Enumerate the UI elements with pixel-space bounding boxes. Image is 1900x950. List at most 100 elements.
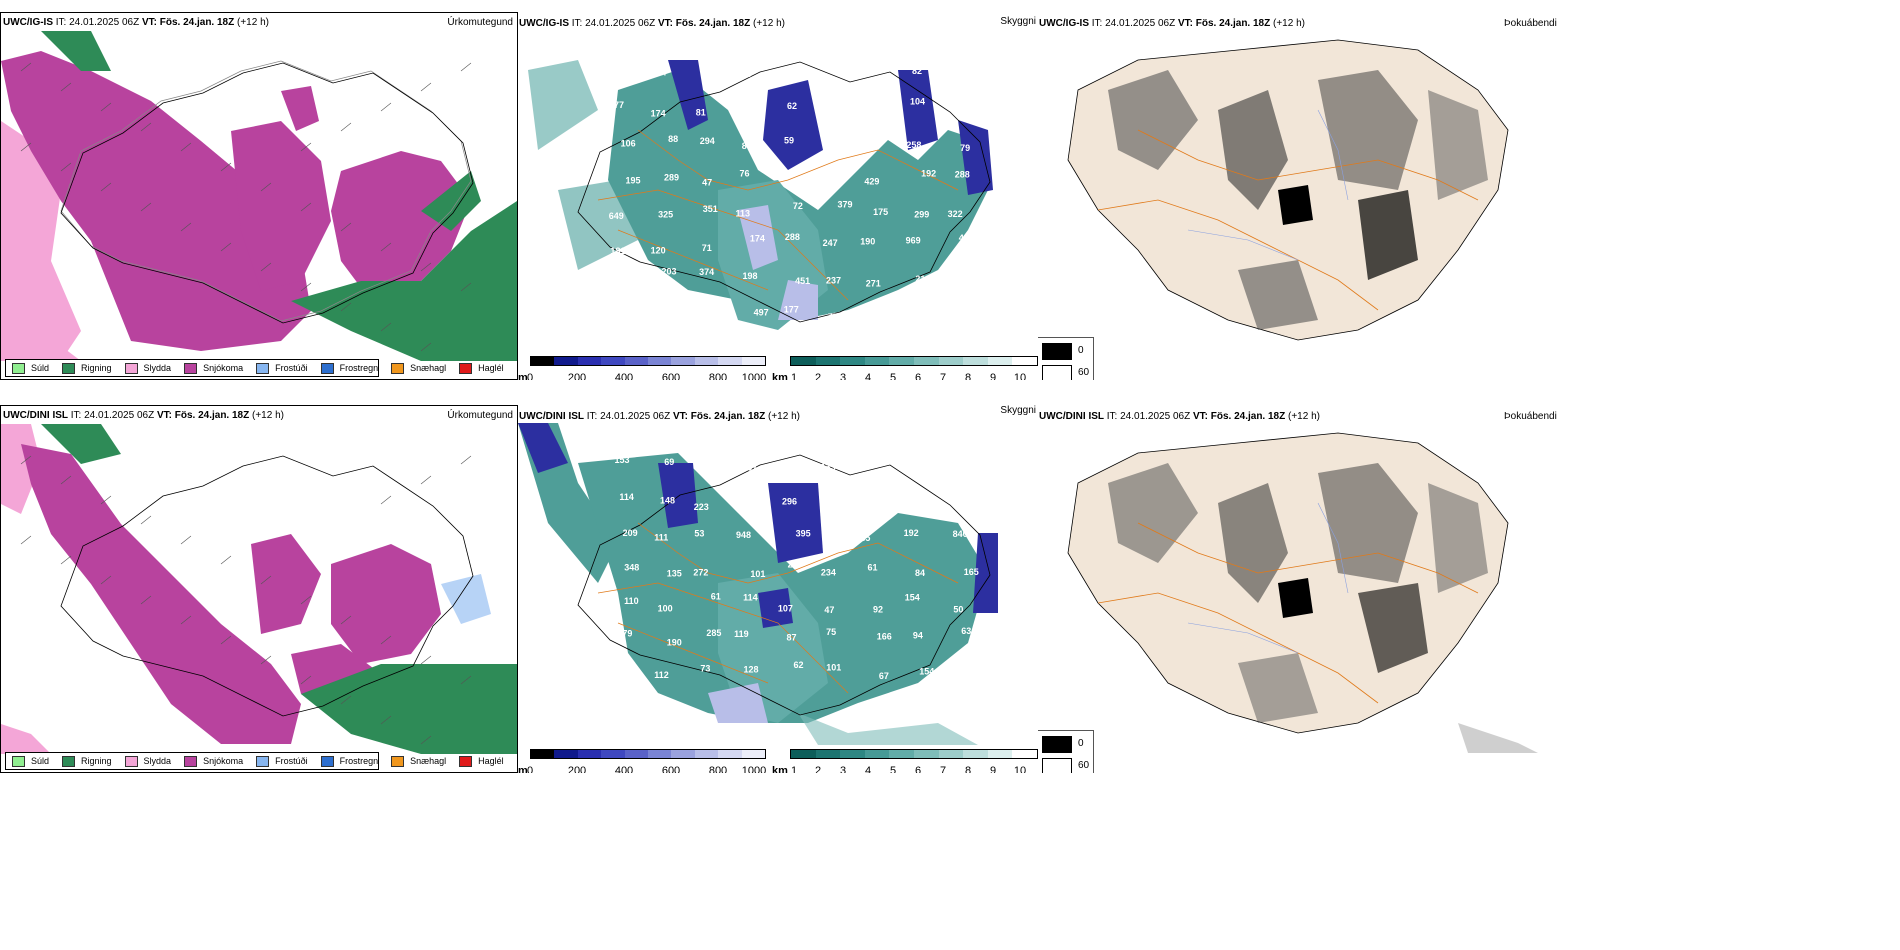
cloudbase-value-label: 50: [953, 604, 963, 614]
cloudbase-value-label: 71: [702, 243, 712, 253]
cloudbase-value-label: 192: [904, 528, 919, 538]
precip-panel-row2: UWC/DINI ISL IT: 24.01.2025 06Z VT: Fös.…: [0, 405, 518, 773]
cloudbase-value-label: 198: [743, 271, 758, 281]
cloudbase-value-label: 379: [837, 199, 852, 209]
legend-item: Snjókoma: [184, 362, 243, 374]
cloudbase-value-label: 285: [706, 628, 721, 638]
cloudbase-value-label: 100: [658, 604, 673, 614]
cloudbase-value-label: 135: [667, 569, 682, 579]
cloudbase-value-label: 497: [742, 463, 757, 473]
cloudbase-value-label: 154: [919, 667, 934, 677]
cloudbase-value-label: 89: [742, 141, 752, 151]
cloudbase-value-label: 619: [836, 529, 851, 539]
cloudbase-value-label: 113: [736, 208, 751, 218]
cloudbase-value-label: 497: [754, 308, 769, 318]
cloudbase-value-label: 154: [905, 593, 920, 603]
fog-map-row2: [1067, 432, 1538, 753]
cloudbase-value-label: 148: [660, 495, 675, 505]
cloudbase-value-label: 195: [626, 175, 641, 185]
cloudbase-value-label: 62: [787, 101, 797, 111]
cloudbase-value-label: 73: [787, 463, 797, 473]
cloudbase-value-label: 314: [903, 312, 918, 322]
precip-title-row1: UWC/IG-IS IT: 24.01.2025 06Z VT: Fös. 24…: [3, 17, 269, 28]
cloudbase-value-label: 948: [736, 530, 751, 540]
cloudbase-value-label: 192: [921, 168, 936, 178]
cloudbase-bar: [530, 356, 766, 366]
cloudbase-value-label: 101: [750, 569, 765, 579]
cloudbase-value-label: 209: [623, 528, 638, 538]
precip-panel-row1: UWC/IG-IS IT: 24.01.2025 06Z VT: Fös. 24…: [0, 12, 518, 380]
precip-map-row2: [1, 424, 517, 754]
cloudbase-value-label: 238: [870, 305, 885, 315]
legend-item: Súld: [12, 755, 49, 767]
cloudbase-value-label: 561: [960, 489, 975, 499]
cloud-labels-row2: 153 69 190 497 73 135 48 105 251 114 148 223 916 296 2…: [614, 455, 979, 713]
cloudbase-value-label: 119: [734, 629, 749, 639]
cloudbase-value-label: 251: [945, 463, 960, 473]
cloudbase-value-label: 435: [959, 233, 974, 243]
cloudbase-value-label: 213: [915, 274, 930, 284]
cloudbase-value-label: 351: [703, 204, 718, 214]
legend-item: Snjókoma: [184, 755, 243, 767]
legend-item: Rigning: [62, 362, 112, 374]
cloudbase-value-label: 111: [654, 533, 668, 543]
precip-legend-row1: Súld Rigning Slydda Snjókoma Frostúði Fr…: [5, 359, 504, 377]
fog-panel-row1: UWC/IG-IS IT: 24.01.2025 06Z VT: Fös. 24…: [1038, 12, 1900, 380]
cloudbase-value-label: 289: [829, 503, 844, 513]
legend-item: Haglél: [459, 755, 504, 767]
precip-title-row2: UWC/DINI ISL IT: 24.01.2025 06Z VT: Fös.…: [3, 410, 284, 421]
cloudbase-value-label: 296: [782, 497, 797, 507]
cloudbase-value-label: 58: [741, 69, 751, 79]
cloudbase-value-label: 48: [861, 457, 871, 467]
cloudbase-value-label: 112: [654, 670, 669, 680]
cloudbase-value-label: 840: [953, 529, 968, 539]
cloudbase-value-label: 190: [667, 637, 682, 647]
cloudbase-value-label: 77: [614, 100, 624, 110]
cloudbase-value-label: 181: [610, 246, 625, 256]
cloudbase-value-label: 322: [948, 209, 963, 219]
cloudbase-value-label: 146: [831, 174, 846, 184]
cloudbase-value-label: 161: [948, 270, 963, 280]
cloudbase-value-label: 374: [699, 267, 714, 277]
cloudbase-value-label: 94: [913, 630, 923, 640]
cloud-title-row2: UWC/DINI ISL IT: 24.01.2025 06Z VT: Fös.…: [519, 411, 800, 422]
fog-title-row2: UWC/DINI ISL IT: 24.01.2025 06Z VT: Fös.…: [1039, 411, 1320, 422]
visibility-colorbar-row2: km 1 2 3 4 5 6 7 8 9 10: [772, 749, 1038, 773]
cloudbase-value-label: 79: [622, 628, 632, 638]
cloudbase-value-label: 358: [872, 503, 887, 513]
cloudbase-value-label: 288: [955, 169, 970, 179]
cloudbase-value-label: 70: [964, 101, 974, 111]
cloudbase-value-label: 107: [778, 604, 793, 614]
cloudbase-value-label: 969: [906, 235, 921, 245]
cloudbase-value-label: 166: [877, 631, 892, 641]
cloudbase-value-label: 28: [874, 131, 884, 141]
cloudbase-value-label: 190: [711, 461, 726, 471]
cloudbase-value-label: 278: [609, 312, 624, 322]
cloudbase-value-label: 61: [711, 591, 721, 601]
cloudbase-value-label: 57: [710, 64, 720, 74]
cloudbase-colorbar-row1: m 0 200 400 600 800 1000: [518, 356, 768, 380]
cloudbase-value-label: 101: [826, 662, 841, 672]
cloud-product-row1: Skyggni: [1000, 16, 1036, 27]
legend-item: Frostregn: [320, 755, 378, 767]
cloudbase-value-label: 79: [960, 143, 970, 153]
cloudbase-value-label: 110: [624, 596, 639, 606]
legend-item: Rigning: [62, 755, 112, 767]
cloudbase-value-label: 72: [793, 201, 803, 211]
cloudbase-value-label: 61: [867, 562, 877, 572]
cloudbase-value-label: 106: [621, 138, 636, 148]
cloudbase-value-label: 114: [619, 492, 634, 502]
cloudbase-value-label: 159: [695, 304, 710, 314]
cloudbase-value-label: 105: [947, 661, 962, 671]
cloudbase-colorbar-row2: m 0 200 400 600 800 1000: [518, 749, 768, 773]
cloudbase-value-label: 73: [700, 664, 710, 674]
cloudbase-value-label: 81: [696, 108, 706, 118]
fog-product-row2: Þokuábendi: [1504, 411, 1557, 422]
cloudbase-value-label: 57: [832, 104, 842, 114]
cloudbase-value-label: 53: [694, 528, 704, 538]
cloudbase-value-label: 470: [610, 279, 625, 289]
cloudbase-value-label: 218: [868, 65, 883, 75]
cloudbase-value-label: 361: [820, 75, 835, 85]
cloudbase-value-label: 114: [743, 593, 758, 603]
cloud-title-row1: UWC/IG-IS IT: 24.01.2025 06Z VT: Fös. 24…: [519, 18, 785, 29]
